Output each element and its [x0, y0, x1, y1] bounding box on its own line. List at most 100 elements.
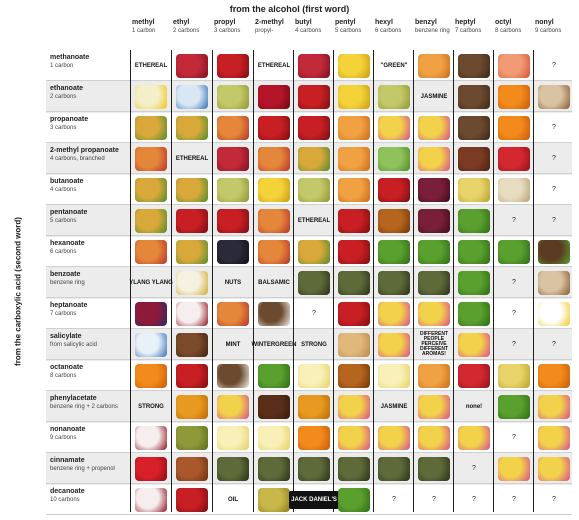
orange-icon: [135, 363, 167, 388]
grid-cell: [294, 50, 334, 81]
column-axis-title: from the alcohol (first word): [229, 4, 350, 14]
grid-cell: [534, 81, 574, 112]
balsamic-bottles-icon: [258, 456, 290, 481]
berries-icon: [135, 301, 167, 326]
grid-cell: [172, 329, 212, 360]
glue-tube-icon: [176, 84, 208, 109]
column-divider: [373, 50, 374, 512]
grid-cell: [254, 205, 294, 236]
grid-cell: [414, 143, 454, 174]
pear-icon: [217, 177, 249, 202]
grid-cell: [374, 81, 414, 112]
column-subtitle: 3 carbons: [214, 28, 241, 34]
grid-cell: BALSAMIC: [254, 267, 294, 298]
leaf-icon: [458, 270, 490, 295]
pineapple-icon: [176, 115, 208, 140]
row-divider: [46, 266, 572, 267]
balsamic-bottles-icon: [298, 456, 330, 481]
grid-cell: [172, 391, 212, 422]
grid-cell: [534, 391, 574, 422]
wood-log-icon: [458, 84, 490, 109]
column-name: heptyl: [455, 19, 476, 26]
grid-cell: [494, 453, 534, 484]
grid-cell: [334, 484, 374, 515]
grid-cell: [414, 391, 454, 422]
chocolate-icon: [258, 394, 290, 419]
mixed-fruit-icon: [135, 239, 167, 264]
row-divider: [46, 204, 572, 205]
row-header: pentanoate 5 carbons: [50, 209, 130, 225]
grid-cell: [534, 236, 574, 267]
apple-icon: [298, 115, 330, 140]
grid-cell: ?: [534, 484, 574, 515]
row-header: heptanoate 7 carbons: [50, 302, 130, 318]
aroma-label: "GREEN": [380, 62, 408, 69]
aroma-label: ETHEREAL: [297, 217, 331, 224]
oil-jar-icon: [458, 177, 490, 202]
grid-cell: [294, 236, 334, 267]
grid-cell: [131, 484, 171, 515]
grid-cell: [254, 453, 294, 484]
row-header: propanoate 3 carbons: [50, 116, 130, 132]
unknown-mark: ?: [512, 496, 516, 503]
grid-cell: YLANG YLANG: [129, 267, 173, 298]
grid-cell: [374, 174, 414, 205]
column-subtitle: 4 carbons: [295, 28, 322, 34]
column-header: pentyl 5 carbons: [335, 19, 375, 35]
unknown-mark: ?: [552, 155, 556, 162]
unknown-mark: ?: [552, 496, 556, 503]
grid-cell: [534, 298, 574, 329]
grid-cell: [454, 360, 494, 391]
pear-icon: [378, 84, 410, 109]
flowers-icon: [378, 332, 410, 357]
column-subtitle: 1 carbon: [132, 28, 156, 34]
apple-icon: [258, 115, 290, 140]
grid-cell: ?: [454, 484, 494, 515]
row-divider: [46, 514, 572, 515]
mixed-fruit-icon: [135, 146, 167, 171]
pineapple-icon: [298, 239, 330, 264]
column-name: pentyl: [335, 19, 356, 26]
column-name: hexyl: [375, 19, 393, 26]
grid-cell: [534, 453, 574, 484]
blackberry-icon: [217, 239, 249, 264]
grid-cell: [454, 112, 494, 143]
grid-cell: [131, 112, 171, 143]
pear-icon: [298, 177, 330, 202]
mixed-fruit-icon: [258, 239, 290, 264]
orange-icon: [298, 425, 330, 450]
grid-cell: [254, 174, 294, 205]
mushroom-icon: [538, 270, 570, 295]
row-name: pentanoate: [50, 209, 88, 216]
grid-cell: [334, 143, 374, 174]
oil-bottle-icon: [258, 487, 290, 512]
row-subtitle: 4 carbons: [50, 187, 77, 193]
column-header: hexyl 6 carbons: [375, 19, 415, 35]
flowers-icon: [418, 115, 450, 140]
flowers-icon: [458, 332, 490, 357]
row-name: ethanoate: [50, 85, 84, 92]
flowers-icon: [338, 425, 370, 450]
row-name: octanoate: [50, 364, 84, 371]
row-divider: [46, 421, 572, 422]
column-subtitle: 5 carbons: [335, 28, 362, 34]
row-divider: [46, 80, 572, 81]
unknown-mark: ?: [552, 186, 556, 193]
grid-cell: [534, 422, 574, 453]
column-name: butyl: [295, 19, 312, 26]
banana-icon: [338, 84, 370, 109]
grid-cell: "GREEN": [374, 50, 414, 81]
grid-cell: JASMINE: [374, 391, 414, 422]
raspberry-icon: [176, 53, 208, 78]
aroma-label: MINT: [225, 341, 241, 348]
pineapple-icon: [298, 146, 330, 171]
leaf-icon: [458, 239, 490, 264]
row-header: 2-methyl propanoate 4 carbons, branched: [50, 147, 130, 163]
grid-cell: ?: [494, 422, 534, 453]
aroma-label: ETHEREAL: [134, 62, 168, 69]
grid-cell: [213, 81, 253, 112]
grid-cell: [131, 298, 171, 329]
column-subtitle: 6 carbons: [375, 28, 402, 34]
grid-cell: ?: [494, 329, 534, 360]
column-name: propyl: [214, 19, 236, 26]
